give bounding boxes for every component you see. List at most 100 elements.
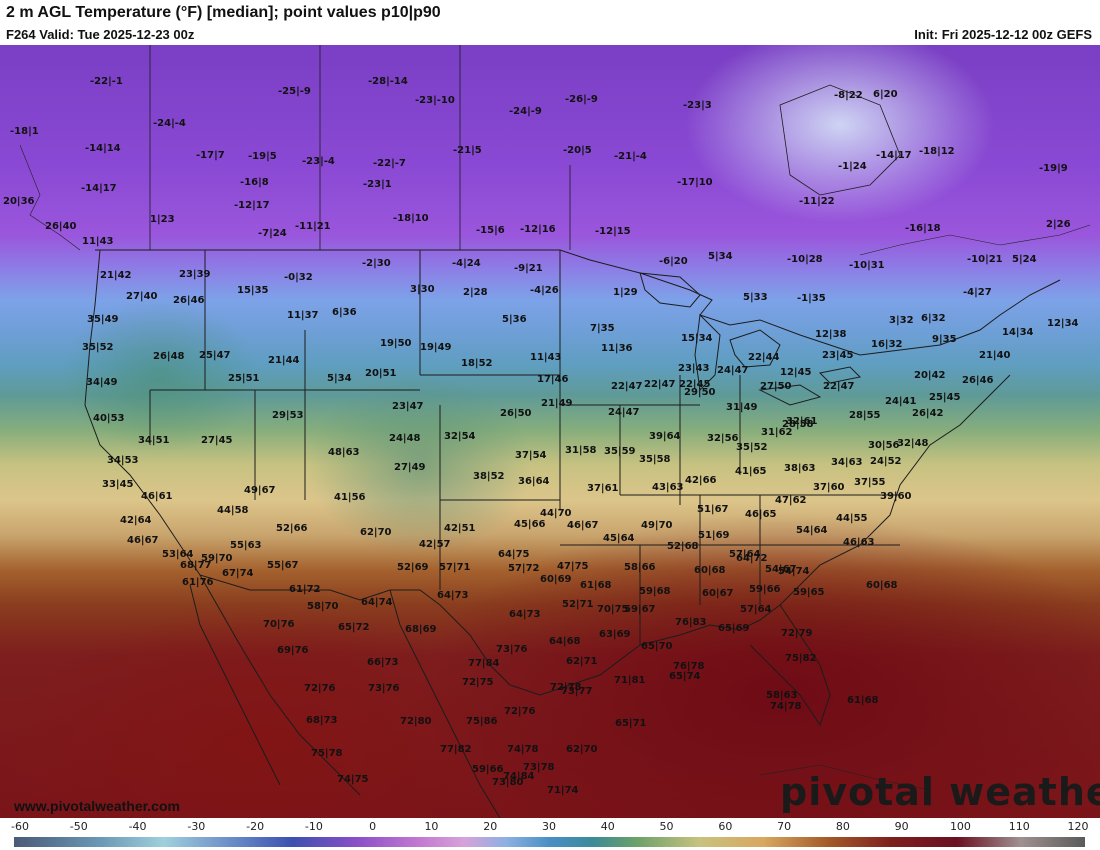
point-value: -21|5 [453, 145, 482, 156]
point-value: 37|60 [813, 482, 845, 493]
point-value: 74|75 [337, 774, 369, 785]
point-value: -24|-4 [153, 118, 186, 129]
point-value: 12|45 [780, 367, 812, 378]
point-value: 25|51 [228, 373, 260, 384]
point-value: 65|70 [641, 641, 673, 652]
point-value: 31|62 [761, 427, 793, 438]
point-value: -4|26 [530, 285, 559, 296]
point-value: 6|20 [873, 89, 898, 100]
point-value: 46|61 [141, 491, 173, 502]
colorbar-tick-label: -40 [128, 820, 147, 833]
point-value: 11|37 [287, 310, 319, 321]
colorbar-tick-label: 110 [1008, 820, 1030, 833]
point-value: 59|67 [624, 604, 656, 615]
point-value: 57|64 [729, 549, 761, 560]
point-value: 55|67 [267, 560, 299, 571]
point-value: 42|51 [444, 523, 476, 534]
point-value: 46|65 [745, 509, 777, 520]
point-value: 41|65 [735, 466, 767, 477]
colorbar-tick-label: 80 [835, 820, 850, 833]
point-value: -10|31 [849, 260, 885, 271]
point-value: 65|74 [669, 671, 701, 682]
colorbar-tick-label: 90 [894, 820, 909, 833]
point-value: 33|45 [102, 479, 134, 490]
point-value: 76|83 [675, 617, 707, 628]
point-value: 64|72 [736, 553, 768, 564]
point-value: 39|64 [649, 431, 681, 442]
point-value: -8|22 [834, 90, 863, 101]
point-value: -14|17 [81, 183, 117, 194]
point-value: 55|63 [230, 540, 262, 551]
temperature-map[interactable]: -22|-1 -28|-14 -25|-9 -23|-10 -18|1 -24|-4 -14… [0, 45, 1100, 818]
point-value: 26|50 [500, 408, 532, 419]
point-value: 5|36 [502, 314, 527, 325]
point-value: 34|51 [138, 435, 170, 446]
colorbar-tick-label: 100 [949, 820, 971, 833]
point-value: -0|32 [284, 272, 313, 283]
point-value: 16|32 [871, 339, 903, 350]
point-value: 32|54 [444, 431, 476, 442]
point-value: 5|24 [1012, 254, 1037, 265]
colorbar-tick-label: 20 [483, 820, 498, 833]
point-value: 6|36 [332, 307, 357, 318]
point-value: 15|34 [681, 333, 713, 344]
point-value: -15|6 [476, 225, 505, 236]
point-value: 5|34 [708, 251, 733, 262]
point-value: 51|69 [698, 530, 730, 541]
point-value: 70|75 [597, 604, 629, 615]
point-value: 27|40 [126, 291, 158, 302]
point-value: 3|30 [410, 284, 435, 295]
point-value: 21|42 [100, 270, 132, 281]
colorbar-tick-label: 50 [659, 820, 674, 833]
point-value: 73|76 [496, 644, 528, 655]
point-value: 57|64 [740, 604, 772, 615]
colorbar-tick-label: 40 [600, 820, 615, 833]
point-value: 32|48 [897, 438, 929, 449]
point-value: 34|63 [831, 457, 863, 468]
point-value: 26|42 [912, 408, 944, 419]
point-value: -22|-7 [373, 158, 406, 169]
point-value: 69|76 [277, 645, 309, 656]
point-value: -11|22 [799, 196, 835, 207]
point-value: 22|47 [823, 381, 855, 392]
point-value: 53|64 [162, 549, 194, 560]
point-value: -1|35 [797, 293, 826, 304]
point-value: 20|36 [3, 196, 35, 207]
point-value: 62|71 [566, 656, 598, 667]
point-value: 21|49 [541, 398, 573, 409]
point-value: -23|1 [363, 179, 392, 190]
point-value: 77|84 [468, 658, 500, 669]
site-url[interactable]: www.pivotalweather.com [14, 798, 180, 814]
point-value: 54|64 [796, 525, 828, 536]
point-value: 37|61 [587, 483, 619, 494]
point-value: 2|28 [463, 287, 488, 298]
point-value: 44|58 [217, 505, 249, 516]
map-boundaries [19, 45, 1091, 818]
point-value: 52|71 [562, 599, 594, 610]
point-value: 58|70 [307, 601, 339, 612]
point-value: 72|79 [781, 628, 813, 639]
point-value: 65|71 [615, 718, 647, 729]
point-value: -19|5 [248, 151, 277, 162]
point-value: 34|53 [107, 455, 139, 466]
point-value: 7|35 [590, 323, 615, 334]
point-value: 73|80 [492, 777, 524, 788]
point-value: -12|16 [520, 224, 556, 235]
point-value: -23|3 [683, 100, 712, 111]
point-value: 35|58 [639, 454, 671, 465]
point-value: 47|75 [557, 561, 589, 572]
point-value: 6|32 [921, 313, 946, 324]
point-value: 74|78 [770, 701, 802, 712]
point-value: 25|47 [199, 350, 231, 361]
header: 2 m AGL Temperature (°F) [median]; point… [0, 0, 1100, 45]
point-value: 38|52 [473, 471, 505, 482]
point-value: 2|26 [1046, 219, 1071, 230]
point-value: 15|35 [237, 285, 269, 296]
point-value: 49|70 [641, 520, 673, 531]
point-value: -10|21 [967, 254, 1003, 265]
point-value: 45|66 [514, 519, 546, 530]
point-value: 54|67 [765, 564, 797, 575]
point-value: 36|64 [518, 476, 550, 487]
point-value: 61|68 [847, 695, 879, 706]
point-value: 73|78 [523, 762, 555, 773]
